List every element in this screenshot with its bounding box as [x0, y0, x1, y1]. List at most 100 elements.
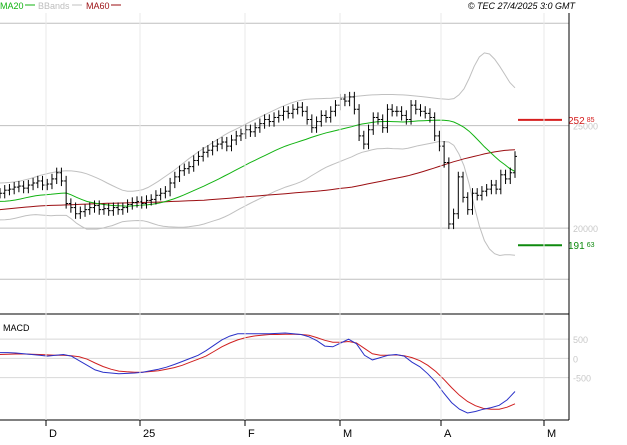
price-bar: [498, 169, 503, 195]
price-bar: [73, 202, 78, 219]
price-bar: [0, 188, 2, 199]
bbands-lower-line: [0, 141, 516, 257]
price-bar: [234, 130, 239, 146]
price-bar: [182, 163, 187, 176]
price-bar: [253, 122, 258, 137]
price-bar: [390, 104, 395, 117]
price-bar: [342, 93, 347, 107]
x-tick-label: M: [547, 428, 556, 440]
price-bar: [172, 171, 177, 189]
price-bar: [475, 188, 480, 201]
price-bar: [191, 155, 196, 172]
price-bar: [290, 104, 295, 119]
price-bar: [215, 138, 220, 152]
price-y-tick-label: 20000: [573, 224, 598, 234]
price-bar: [309, 114, 314, 133]
price-bar: [479, 186, 484, 201]
price-bar: [64, 175, 69, 209]
price-bar: [26, 179, 31, 194]
price-bar: [87, 202, 92, 215]
price-bar: [35, 175, 40, 189]
price-bar: [12, 181, 17, 195]
price-bar: [513, 151, 517, 178]
price-bar: [68, 198, 73, 213]
price-bar: [92, 200, 97, 213]
support-level-label: 191 63: [568, 241, 595, 252]
price-bar: [153, 190, 158, 205]
price-bar: [97, 200, 102, 215]
legend-ma60: MA60: [86, 1, 110, 11]
price-bar: [456, 171, 461, 219]
price-bar: [484, 184, 489, 197]
price-bar: [243, 124, 248, 139]
macd-line: [0, 332, 516, 414]
price-bar: [366, 124, 371, 150]
price-bar: [427, 108, 432, 123]
price-bar: [111, 202, 116, 216]
x-tick-label: F: [248, 428, 255, 440]
ma20-line: [0, 119, 516, 207]
price-bar: [196, 151, 201, 166]
x-tick-label: M: [343, 428, 352, 440]
macd-y-tick-label: 500: [573, 335, 588, 345]
price-bar: [120, 202, 125, 215]
price-bar: [276, 110, 281, 123]
price-bar: [40, 175, 45, 191]
price-bar: [267, 114, 272, 127]
macd-y-tick-label: 0: [573, 354, 578, 364]
price-bar: [59, 167, 64, 187]
price-bar: [319, 110, 324, 127]
price-bar: [186, 161, 191, 174]
price-bar: [442, 141, 447, 168]
price-bar: [324, 110, 329, 123]
price-bar: [295, 102, 300, 115]
price-bar: [446, 157, 451, 230]
price-bar: [220, 136, 225, 150]
price-bar: [394, 106, 399, 117]
price-bar: [224, 136, 229, 152]
x-tick-label: D: [49, 428, 57, 440]
price-bar: [158, 188, 163, 201]
price-bar: [470, 188, 475, 215]
price-bar: [135, 196, 140, 208]
price-bar: [333, 100, 338, 117]
price-bar: [262, 114, 267, 129]
price-bar: [385, 104, 390, 133]
price-bar: [404, 110, 409, 125]
price-bar: [286, 106, 291, 119]
price-bar: [314, 116, 319, 133]
price-bar: [375, 112, 380, 125]
price-bar: [423, 106, 428, 119]
price-bar: [130, 197, 135, 210]
x-tick-label: 25: [143, 428, 155, 440]
price-bar: [281, 106, 286, 121]
legend-bbands: BBands: [38, 1, 70, 11]
price-bar: [508, 167, 513, 185]
price-bar: [54, 167, 59, 185]
price-bar: [305, 106, 310, 125]
price-bar: [168, 177, 173, 197]
macd-signal-line: [0, 333, 516, 410]
source-timestamp: © TEC 27/4/2025 3:0 GMT: [468, 1, 577, 11]
price-y-tick-label: 25000: [573, 122, 598, 132]
price-bar: [78, 206, 83, 219]
price-bar: [106, 203, 111, 216]
price-bar: [205, 145, 210, 158]
price-bar: [418, 104, 423, 117]
price-bar: [49, 173, 54, 190]
price-bar: [116, 202, 121, 215]
price-bar: [257, 118, 262, 133]
price-bar: [465, 192, 470, 215]
price-bar: [328, 106, 333, 123]
price-bar: [347, 91, 352, 107]
price-bar: [461, 171, 466, 203]
price-bar: [432, 112, 437, 142]
ma60-line: [0, 149, 516, 211]
price-bar: [144, 195, 149, 209]
price-bar: [21, 180, 26, 194]
price-bar: [229, 134, 234, 152]
price-bar: [125, 199, 130, 213]
price-bar: [83, 204, 88, 217]
price-bar: [7, 184, 12, 196]
bbands-upper-line: [0, 52, 516, 192]
